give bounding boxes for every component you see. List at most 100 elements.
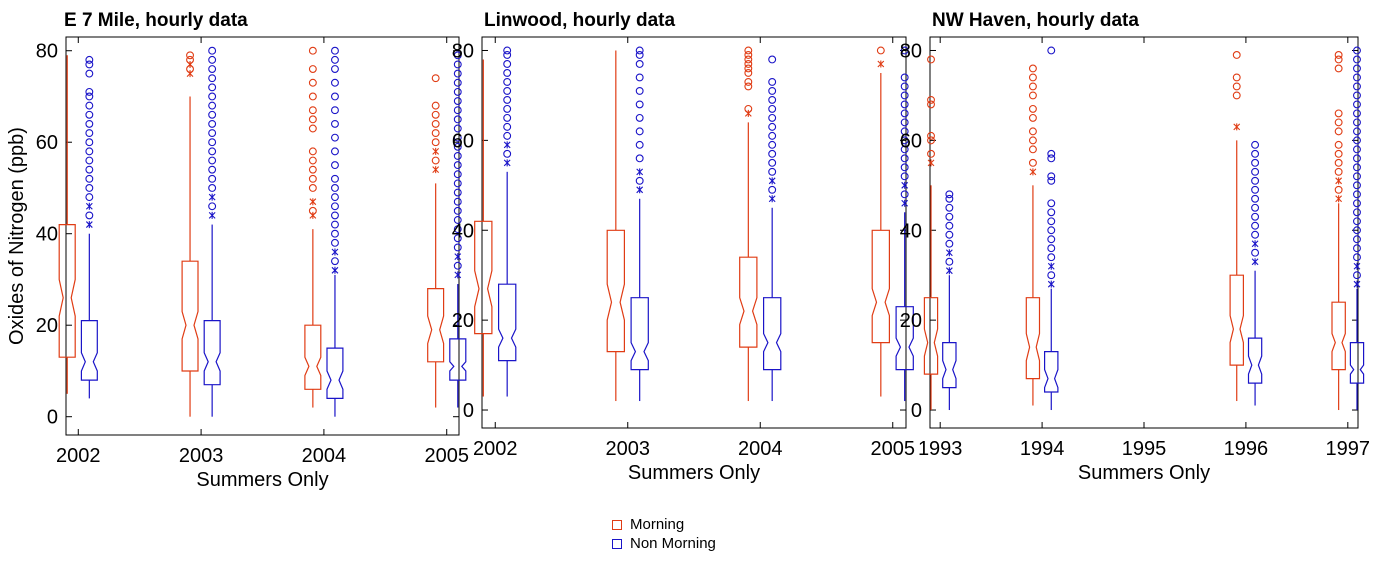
outlier-point xyxy=(927,149,935,158)
outlier-point xyxy=(1353,136,1361,145)
outlier-point xyxy=(453,78,462,87)
outlier-point xyxy=(453,151,462,160)
outlier-point xyxy=(431,156,440,165)
outlier-point xyxy=(900,109,909,118)
outlier-point xyxy=(1353,235,1361,244)
axes-frame xyxy=(65,36,460,436)
outlier-point xyxy=(1353,118,1361,127)
x-tick-label: 2002 xyxy=(473,438,518,460)
outlier-point xyxy=(768,122,777,131)
outlier-point xyxy=(1334,127,1343,136)
legend-item-morning: Morning xyxy=(612,515,716,534)
box-1-2004 xyxy=(326,46,344,417)
outlier-point xyxy=(308,65,317,73)
outlier-point xyxy=(1353,109,1361,118)
outlier-point xyxy=(1028,91,1037,100)
outlier-point xyxy=(1047,199,1056,208)
outlier-point xyxy=(1251,258,1259,266)
outlier-point xyxy=(768,77,777,86)
outlier-point xyxy=(331,266,339,274)
box-1-2004 xyxy=(762,55,782,402)
outlier-point xyxy=(453,106,462,115)
notched-box xyxy=(498,283,517,362)
box-1-1994 xyxy=(1043,46,1059,411)
outlier-point xyxy=(1251,176,1260,185)
outlier-point xyxy=(1353,55,1361,64)
outlier-point xyxy=(635,154,644,163)
outlier-point xyxy=(503,131,512,140)
outlier-point xyxy=(432,147,440,155)
outlier-point xyxy=(1353,73,1361,82)
outlier-point xyxy=(1353,82,1361,91)
outlier-point xyxy=(635,51,644,59)
notched-box xyxy=(630,297,649,371)
notched-box xyxy=(762,297,782,371)
box-0-2003 xyxy=(606,50,626,402)
outlier-point xyxy=(900,163,909,172)
outlier-point xyxy=(331,65,339,73)
box-1-2002 xyxy=(498,46,517,397)
outlier-point xyxy=(900,91,909,100)
outlier-point xyxy=(1251,203,1260,212)
box-1-2002 xyxy=(80,55,98,399)
outlier-point xyxy=(503,60,512,68)
outlier-point xyxy=(431,101,440,110)
box-1-1993 xyxy=(942,190,957,411)
box-1-2003 xyxy=(203,46,221,417)
outlier-point xyxy=(900,100,909,109)
outlier-point xyxy=(1047,262,1055,270)
outlier-point xyxy=(945,203,954,212)
outlier-point xyxy=(768,95,777,104)
outlier-point xyxy=(900,46,909,55)
outlier-point xyxy=(1028,82,1037,91)
outlier-point xyxy=(453,197,462,206)
outlier-point xyxy=(208,184,217,192)
outlier-point xyxy=(208,119,217,128)
outlier-point xyxy=(208,202,217,211)
y-tick-label: 40 xyxy=(900,220,922,242)
outlier-point xyxy=(927,159,935,167)
notched-box xyxy=(58,224,76,358)
outlier-point xyxy=(876,46,885,55)
notched-box xyxy=(923,297,939,375)
outlier-point xyxy=(1334,149,1343,158)
notched-box xyxy=(304,324,322,390)
outlier-point xyxy=(900,82,909,91)
outlier-point xyxy=(1353,64,1361,73)
y-axis-label: Oxides of Nitrogen (ppb) xyxy=(6,127,28,345)
outlier-point xyxy=(900,190,909,199)
outlier-point xyxy=(454,253,462,261)
outlier-point xyxy=(900,154,909,163)
panel-2: NW Haven, hourly data 0 20 40 60 80 1993 1994 19… xyxy=(900,10,1370,484)
outlier-point xyxy=(1047,271,1056,280)
outlier-point xyxy=(744,51,753,59)
outlier-point xyxy=(1047,149,1056,158)
outlier-point xyxy=(454,271,462,279)
axes-frame xyxy=(929,36,1359,429)
outlier-point xyxy=(1353,199,1361,208)
outlier-point xyxy=(431,110,440,119)
outlier-point xyxy=(1232,73,1241,82)
outlier-point xyxy=(927,95,935,104)
notched-box xyxy=(1247,337,1263,384)
notched-box xyxy=(1229,274,1245,366)
outlier-point xyxy=(1353,91,1361,100)
outlier-point xyxy=(768,158,777,167)
outlier-point xyxy=(308,78,317,87)
notched-box xyxy=(203,320,221,386)
outlier-point xyxy=(1353,226,1361,235)
outlier-point xyxy=(900,145,909,154)
outlier-point xyxy=(900,118,909,127)
outlier-point xyxy=(453,179,462,188)
outlier-point xyxy=(453,142,462,151)
outlier-point xyxy=(431,129,440,138)
y-tick-label: 40 xyxy=(452,220,474,242)
outlier-point xyxy=(768,113,777,122)
outlier-point xyxy=(1251,240,1259,248)
outlier-point xyxy=(744,69,753,77)
outlier-point xyxy=(186,51,194,60)
outlier-point xyxy=(503,95,512,104)
outlier-point xyxy=(208,110,217,119)
box-1-1996 xyxy=(1247,140,1263,406)
